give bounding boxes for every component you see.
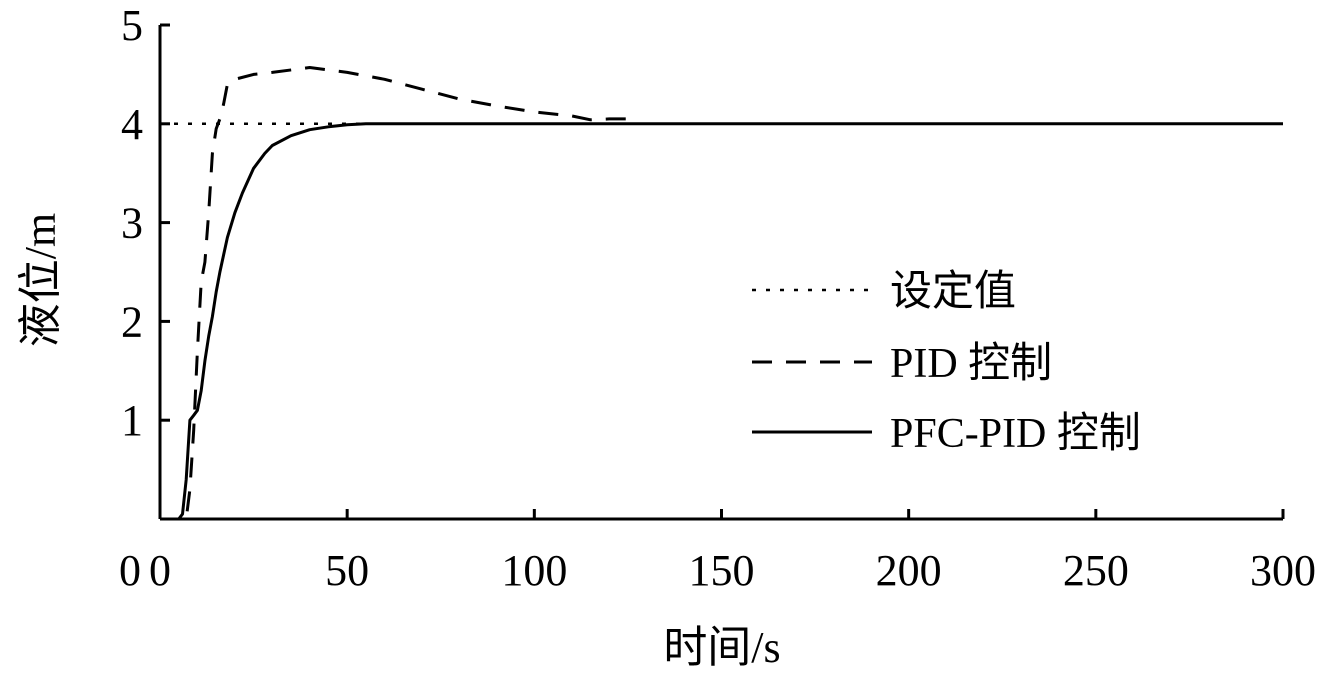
x-tick-label: 0	[149, 546, 171, 595]
y-tick-label: 2	[121, 297, 143, 346]
legend-label: PFC-PID 控制	[890, 411, 1141, 457]
x-tick-label: 150	[689, 546, 755, 595]
x-tick-label: 50	[325, 546, 369, 595]
y-tick-label: 4	[121, 100, 143, 149]
x-tick-label: 200	[876, 546, 942, 595]
y-tick-label: 5	[121, 1, 143, 50]
y-tick-label: 1	[121, 396, 143, 445]
legend: 设定值 PID 控制 PFC-PID 控制	[752, 268, 1141, 457]
origin-tick-label: 0	[119, 546, 141, 595]
x-tick-label: 300	[1250, 546, 1316, 595]
x-axis-title: 时间/s	[663, 623, 780, 672]
series-line-3	[160, 122, 1283, 521]
legend-label: PID 控制	[890, 341, 1052, 387]
series-line-2	[160, 66, 636, 521]
legend-label: 设定值	[890, 268, 1016, 315]
y-tick-label: 3	[121, 199, 143, 248]
series-layer	[160, 66, 1283, 521]
x-tick-label: 100	[501, 546, 567, 595]
x-tick-label: 250	[1063, 546, 1129, 595]
y-axis-title: 液位/m	[16, 213, 65, 347]
